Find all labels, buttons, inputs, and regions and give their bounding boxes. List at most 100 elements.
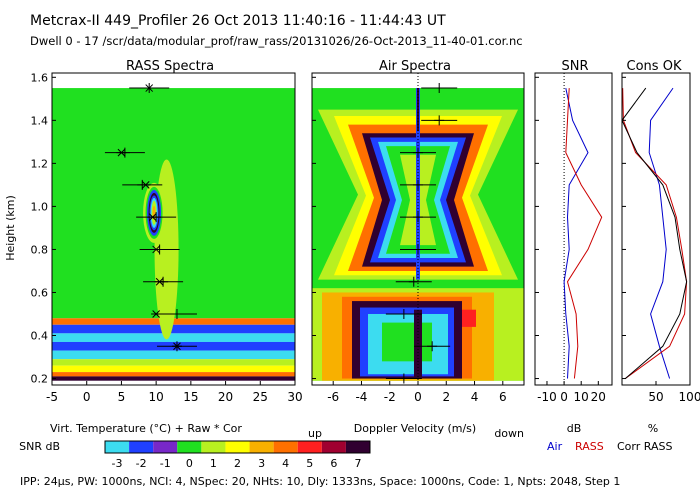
colorbar-tick-label: 5 xyxy=(306,457,313,470)
x-tick-label: 2 xyxy=(442,390,450,404)
colorbar-frame xyxy=(104,440,371,454)
rass-band xyxy=(52,359,295,366)
rass-band xyxy=(52,372,295,377)
rass-band xyxy=(52,350,295,360)
colorbar-cell xyxy=(153,441,178,453)
colorbar-label: SNR dB xyxy=(19,440,60,453)
x-tick-label: 5 xyxy=(118,390,126,404)
x-tick-label: -10 xyxy=(537,390,557,404)
colorbar-tick-label: 6 xyxy=(330,457,337,470)
cor-marker xyxy=(144,84,155,92)
colorbar-cell xyxy=(297,441,322,453)
snr-plot: -10 0 10 20 xyxy=(534,72,613,404)
x-tick-label: 6 xyxy=(499,390,507,404)
colorbar-cell xyxy=(105,441,130,453)
x-tick-label: 25 xyxy=(253,390,268,404)
y-tick-label: 0.2 xyxy=(31,373,49,386)
x-tick-label: 0 xyxy=(414,390,422,404)
air-spectra-plot: -6 -4 -2 0 2 4 6 xyxy=(311,72,525,404)
cor-marker xyxy=(171,342,182,351)
x-tick-label: 20 xyxy=(218,390,233,404)
x-tick-label: -5 xyxy=(46,390,58,404)
colorbar-cell xyxy=(249,441,274,453)
y-tick-label: 0.8 xyxy=(31,243,49,256)
cor-marker xyxy=(151,310,162,318)
y-tick-label: 1.2 xyxy=(31,157,49,170)
cor-marker xyxy=(154,277,165,286)
colorbar-tick-label: -3 xyxy=(112,457,123,470)
raw-marker xyxy=(171,308,182,319)
x-tick-label: -6 xyxy=(327,390,339,404)
colorbar-cell xyxy=(321,441,346,453)
x-tick-label: -2 xyxy=(384,390,396,404)
height-axis-label: Height (km) xyxy=(4,195,17,261)
y-tick-label: 0.6 xyxy=(31,286,49,299)
x-tick-label: 20 xyxy=(591,390,606,404)
rass-band xyxy=(52,365,295,373)
air-marker xyxy=(398,308,409,319)
air-marker xyxy=(434,115,445,126)
air-marker xyxy=(398,373,409,384)
colorbar-cell xyxy=(129,441,154,453)
colorbar-tick-label: -2 xyxy=(136,457,147,470)
footer-params: IPP: 24µs, PW: 1000ns, NCI: 4, NSpec: 20… xyxy=(20,475,620,488)
cons-ok-plot: 50 100 xyxy=(621,72,700,404)
air-up-label: up xyxy=(308,427,322,440)
colorbar-cell xyxy=(273,441,298,453)
air-lower-core xyxy=(414,309,422,379)
snr-colorbar: -3 -2 -1 0 1 2 3 4 5 6 7 xyxy=(104,440,371,470)
x-tick-label: 100 xyxy=(679,390,700,404)
cons-x-label: % xyxy=(648,422,658,435)
rass-band xyxy=(52,376,295,381)
air-marker xyxy=(413,244,423,255)
cons-line-air xyxy=(648,87,674,379)
cons-line-corr xyxy=(621,87,688,379)
legend-corr: Corr RASS xyxy=(617,440,672,453)
snr-line-rass xyxy=(565,88,603,379)
colorbar-cell xyxy=(225,441,250,453)
air-marker xyxy=(434,83,445,94)
cor-marker xyxy=(151,245,162,254)
cons-frame xyxy=(621,72,691,386)
rass-band xyxy=(52,324,295,334)
rass-x-label: Virt. Temperature (°C) + Raw * Cor xyxy=(50,422,242,435)
figure-subtitle: Dwell 0 - 17 /scr/data/modular_prof/raw_… xyxy=(30,34,523,48)
colorbar-tick-label: 3 xyxy=(258,457,265,470)
legend-rass: RASS xyxy=(575,440,604,453)
y-tick-label: 1.0 xyxy=(31,200,49,213)
air-marker xyxy=(408,276,419,287)
x-tick-label: 0 xyxy=(560,390,568,404)
x-tick-label: 15 xyxy=(183,390,198,404)
x-tick-label: 10 xyxy=(574,390,589,404)
colorbar-cell xyxy=(345,441,370,453)
rass-spectra-plot: 0.2 0.4 0.6 0.8 1.0 1.2 1.4 1.6 -5 0 5 10 15 20 25 30 xyxy=(31,71,303,404)
snr-x-label: dB xyxy=(567,422,582,435)
x-tick-label: 50 xyxy=(648,390,663,404)
snr-frame xyxy=(534,72,613,386)
colorbar-cell xyxy=(177,441,202,453)
x-tick-label: 30 xyxy=(287,390,302,404)
air-down-label: down xyxy=(494,427,524,440)
snr-panel-title: SNR xyxy=(561,59,588,74)
air-marker xyxy=(427,341,438,352)
x-tick-label: 0 xyxy=(83,390,91,404)
rass-panel-title: RASS Spectra xyxy=(126,59,214,74)
x-tick-label: 4 xyxy=(471,390,479,404)
y-tick-label: 1.4 xyxy=(31,114,49,127)
rass-band xyxy=(52,333,295,342)
air-panel-title: Air Spectra xyxy=(379,59,451,74)
colorbar-tick-label: 2 xyxy=(234,457,241,470)
colorbar-tick-label: -1 xyxy=(160,457,171,470)
colorbar-tick-label: 0 xyxy=(186,457,193,470)
x-tick-label: -4 xyxy=(355,390,367,404)
y-tick-label: 1.6 xyxy=(31,71,49,84)
legend-air: Air xyxy=(547,440,563,453)
cons-panel-title: Cons OK xyxy=(627,59,682,74)
x-tick-label: 10 xyxy=(149,390,164,404)
air-x-label: Doppler Velocity (m/s) xyxy=(354,422,476,435)
colorbar-tick-label: 4 xyxy=(282,457,289,470)
cor-marker xyxy=(147,213,158,222)
colorbar-tick-label: 7 xyxy=(354,457,361,470)
figure-title: Metcrax-II 449_Profiler 26 Oct 2013 11:4… xyxy=(30,13,446,29)
y-tick-label: 0.4 xyxy=(31,330,49,343)
